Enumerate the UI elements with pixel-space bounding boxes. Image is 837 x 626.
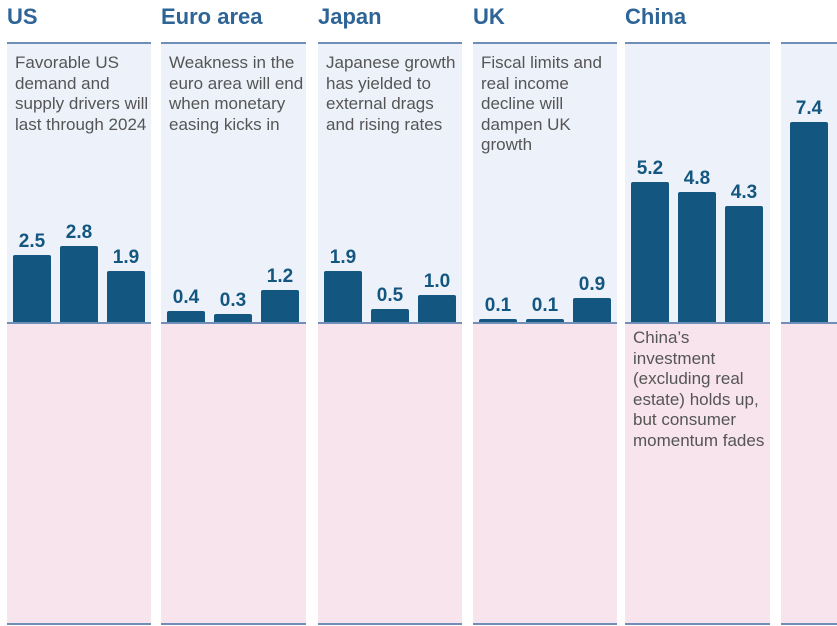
panel-note-lower: China’s investment (excluding real estat… [633,328,765,450]
baseline [625,322,770,324]
panel-uk: UK Fiscal limits and real income decline… [473,0,617,626]
baseline [318,322,462,324]
bar [479,319,517,322]
bar [725,205,763,322]
lower-region [781,323,837,624]
lower-region [473,323,617,624]
lower-region [7,323,151,624]
bar [371,308,409,322]
bar [214,313,252,322]
bottom-rule [781,623,837,625]
bar [418,295,456,322]
top-rule [318,42,462,44]
bar-value-label: 0.3 [219,289,247,311]
panel-note: Japanese growth has yielded to external … [326,53,456,134]
top-rule [161,42,306,44]
top-rule [781,42,837,44]
bar-value-label: 2.5 [18,230,46,252]
bar [790,122,828,322]
bar [324,270,362,322]
top-rule [7,42,151,44]
bar [60,246,98,322]
baseline [781,322,837,324]
bar-value-label: 0.1 [531,295,559,316]
bar-value-label: 1.0 [423,271,451,292]
bar-value-label: 0.4 [172,287,200,309]
bar-value-label: 2.8 [65,222,93,244]
bottom-rule [161,623,306,625]
bar-value-label: 4.3 [730,181,758,203]
bar [573,297,611,322]
panel-partial: 7.4 [781,0,837,626]
panel-euro-area: Euro area Weakness in the euro area will… [161,0,306,626]
panel-us: US Favorable US demand and supply driver… [7,0,151,626]
baseline [473,322,617,324]
bar [107,270,145,322]
panel-title: China [625,4,687,29]
bar [526,319,564,322]
bar-value-label: 0.1 [484,295,512,316]
bar-value-label: 4.8 [683,168,711,190]
bar-value-label: 1.9 [112,246,140,268]
panel-note: Weakness in the euro area will end when … [169,53,304,134]
bar-value-label: 1.9 [329,246,357,268]
bar-value-label: 7.4 [795,98,823,120]
bar-value-label: 5.2 [636,157,664,179]
bar [261,289,299,322]
panel-note: Fiscal limits and real income decline wi… [481,53,602,154]
bar [167,311,205,322]
bar [13,254,51,322]
panel-china: China China’s investment (excluding real… [625,0,770,626]
lower-region [161,323,306,624]
baseline [161,322,306,324]
panel-title: US [7,4,38,29]
bottom-rule [7,623,151,625]
bottom-rule [625,623,770,625]
bottom-rule [318,623,462,625]
panel-title: Euro area [161,4,263,29]
bar-value-label: 1.2 [266,265,294,287]
bar [678,192,716,322]
panel-title: UK [473,4,505,29]
top-rule [473,42,617,44]
top-rule [625,42,770,44]
bottom-rule [473,623,617,625]
bar-value-label: 0.5 [376,284,404,306]
upper-region [161,43,306,323]
upper-region [473,43,617,323]
panel-note: Favorable US demand and supply drivers w… [15,53,149,134]
lower-region [625,323,770,624]
bar-value-label: 0.9 [578,273,606,295]
panel-title: Japan [318,4,382,29]
bar [631,181,669,322]
panel-japan: Japan Japanese growth has yielded to ext… [318,0,462,626]
lower-region [318,323,462,624]
baseline [7,322,151,324]
